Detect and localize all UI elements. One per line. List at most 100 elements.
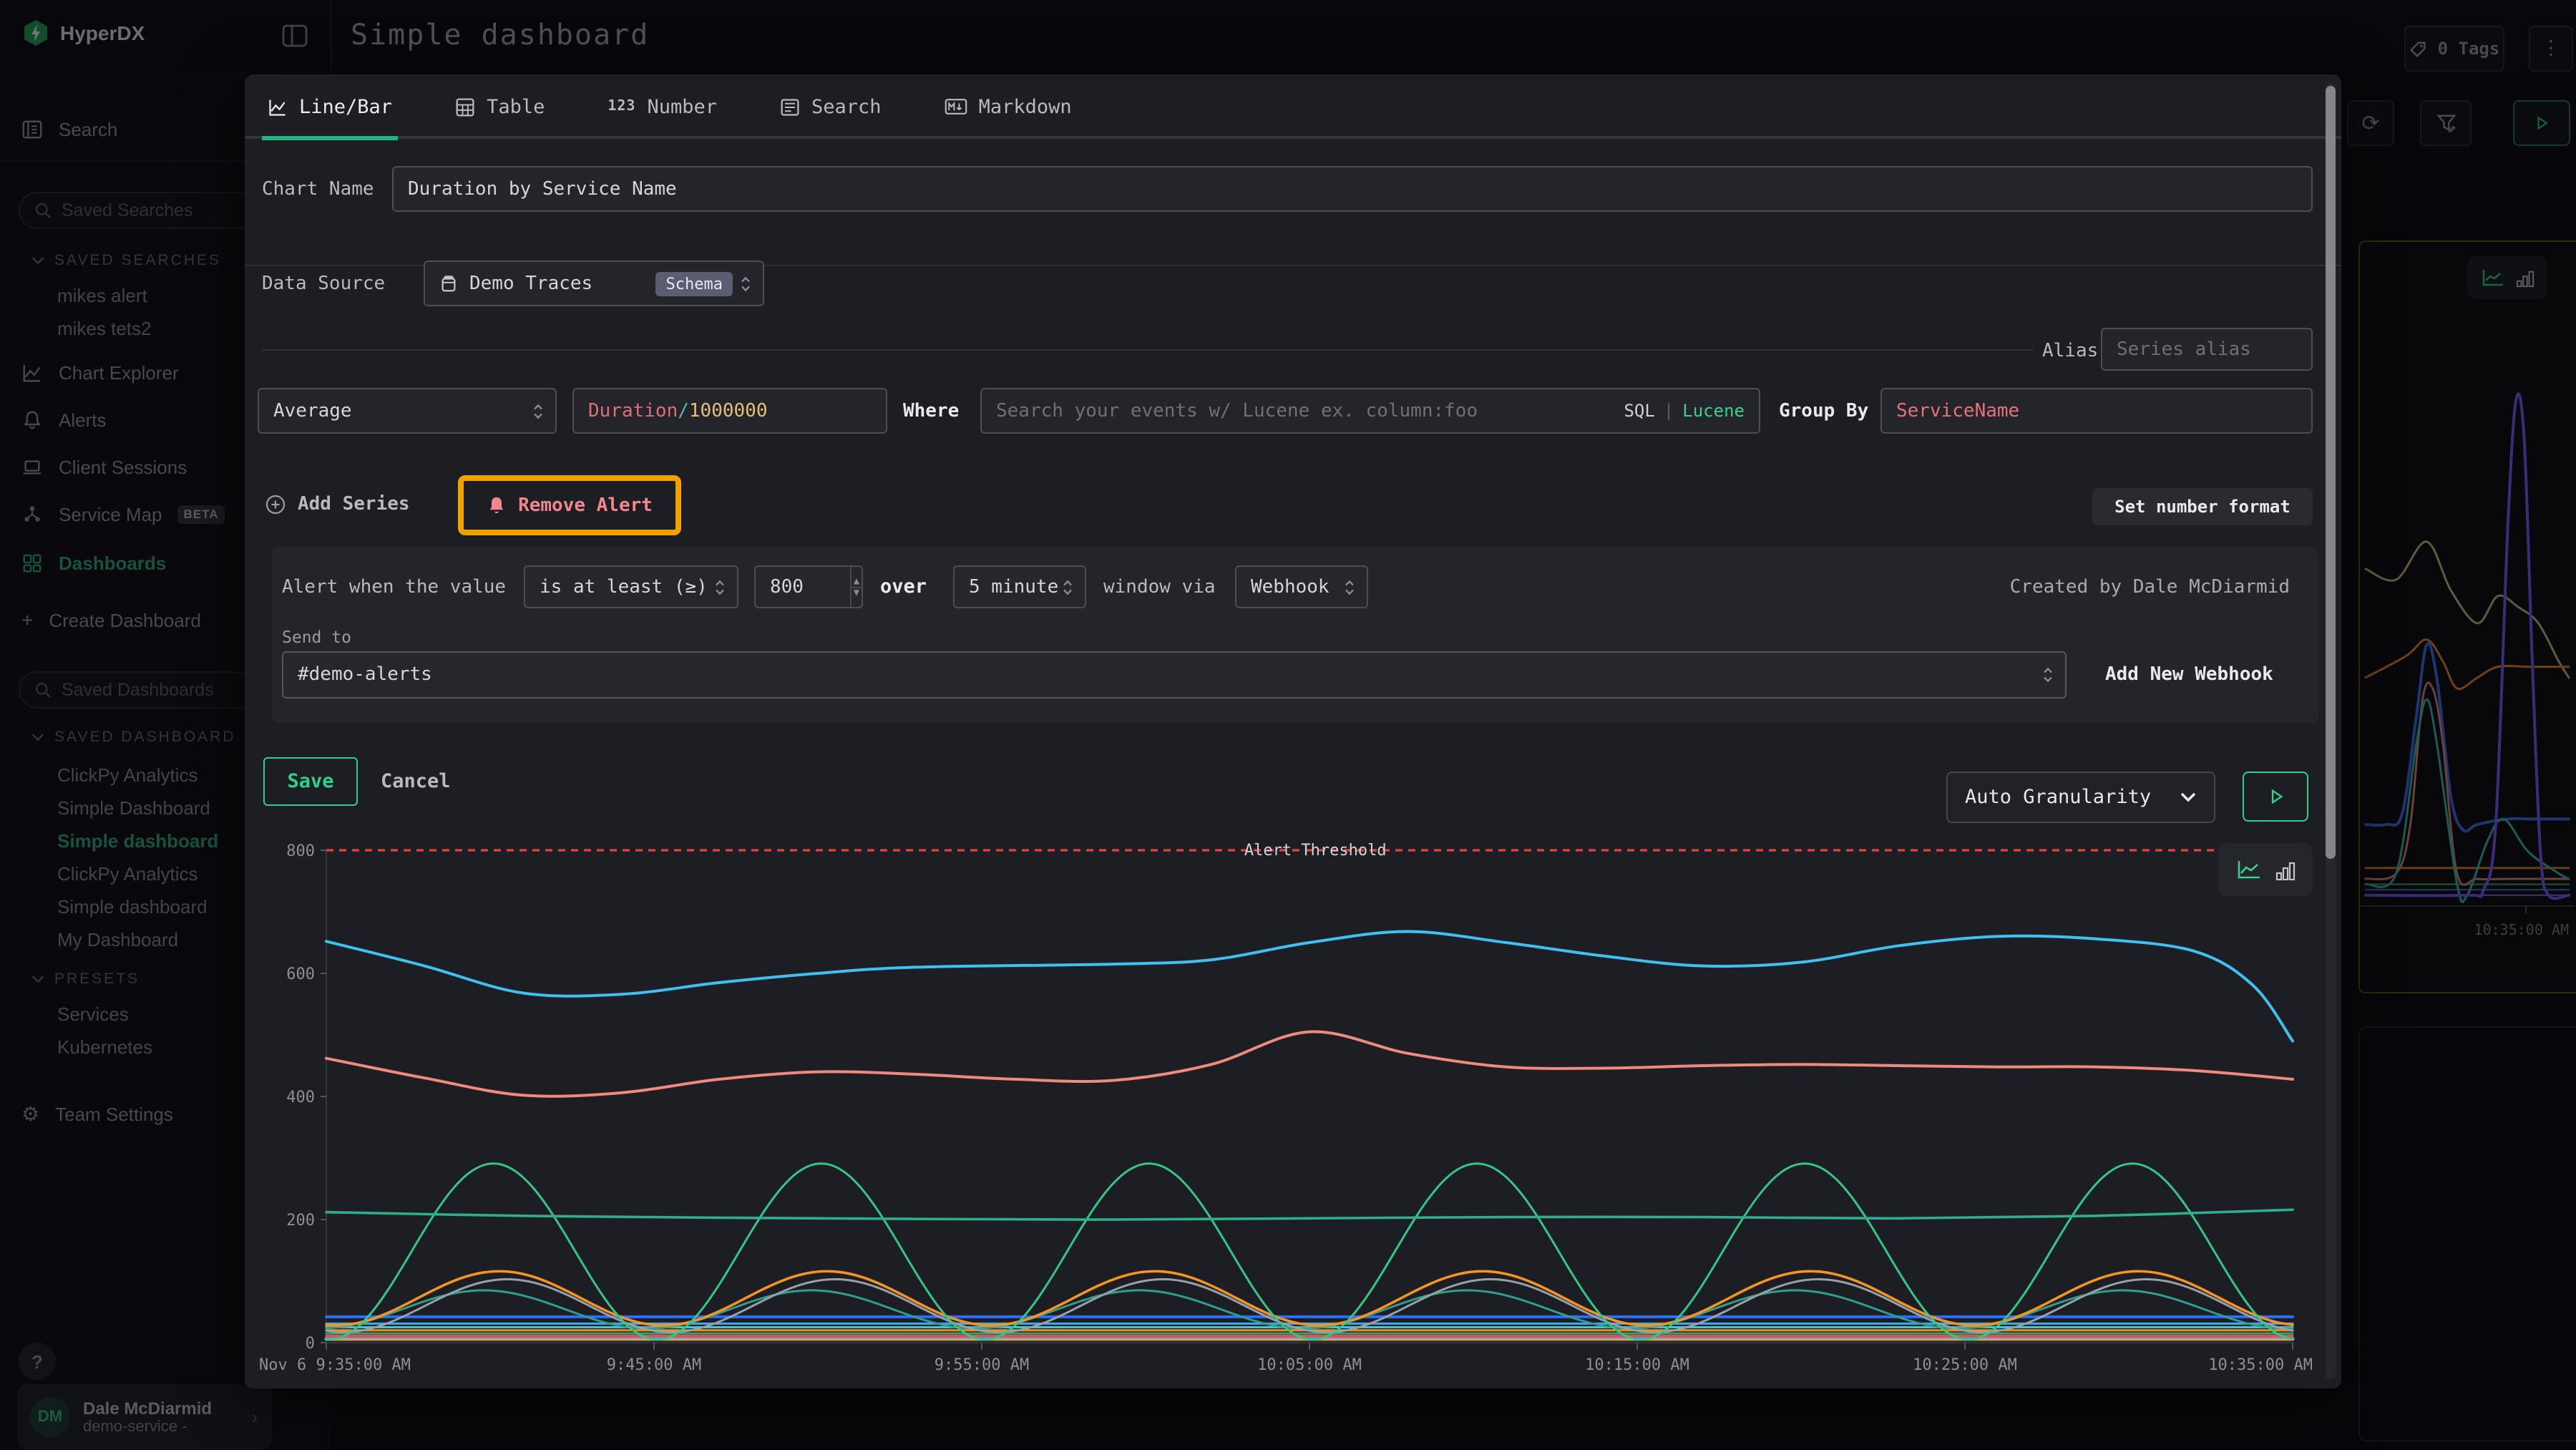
- chevron-updown-icon: [1062, 578, 1073, 596]
- chart-type-tabs: Line/Bar Table 123 Number Search Markdow…: [245, 74, 2341, 139]
- language-toggle[interactable]: SQL | Lucene: [1624, 401, 1759, 421]
- bar-chart-icon[interactable]: [2275, 860, 2295, 880]
- label: Search: [811, 95, 882, 118]
- label: Table: [487, 95, 545, 118]
- remove-alert-button[interactable]: Remove Alert: [487, 495, 653, 516]
- label: Set number format: [2114, 497, 2290, 517]
- alert-channel-select[interactable]: Webhook: [1235, 565, 1368, 608]
- svg-text:10:15:00 AM: 10:15:00 AM: [1585, 1356, 1689, 1374]
- field-expression-input[interactable]: Duration/1000000: [572, 388, 887, 434]
- webhook-value: #demo-alerts: [298, 664, 432, 686]
- group-by-value: ServiceName: [1896, 400, 2019, 422]
- channel-value: Webhook: [1251, 576, 1330, 598]
- alert-window-select[interactable]: 5 minute: [953, 565, 1086, 608]
- circle-plus-icon: [265, 494, 286, 515]
- field-slash: /: [678, 400, 689, 422]
- svg-text:9:45:00 AM: 9:45:00 AM: [607, 1356, 701, 1374]
- data-source-select[interactable]: Demo Traces Schema: [424, 261, 764, 306]
- alert-condition-select[interactable]: is at least (≥): [524, 565, 738, 608]
- send-to-label: Send to: [282, 627, 351, 647]
- database-icon: [439, 274, 458, 293]
- chevron-updown-icon: [532, 402, 544, 420]
- search-list-icon: [780, 97, 800, 117]
- where-search-input[interactable]: SQL | Lucene: [980, 388, 1760, 434]
- svg-text:400: 400: [286, 1089, 315, 1106]
- label: Remove Alert: [518, 495, 653, 516]
- svg-text:800: 800: [286, 842, 315, 860]
- svg-text:Alert Threshold: Alert Threshold: [1244, 842, 1387, 860]
- field-name: Duration: [588, 400, 678, 422]
- add-series-button[interactable]: Add Series: [265, 494, 410, 515]
- line-chart-icon[interactable]: [2236, 859, 2260, 880]
- label: Add New Webhook: [2105, 664, 2273, 686]
- window-value: 5 minute: [969, 576, 1058, 598]
- markdown-icon: [945, 97, 967, 116]
- remove-alert-highlight: Remove Alert: [458, 475, 681, 535]
- edit-chart-modal: Line/Bar Table 123 Number Search Markdow…: [245, 74, 2341, 1388]
- tab-number[interactable]: 123 Number: [602, 95, 723, 140]
- chart-name-label: Chart Name: [262, 179, 374, 200]
- chevron-updown-icon: [740, 274, 751, 293]
- webhook-select[interactable]: #demo-alerts: [282, 651, 2067, 699]
- svg-text:10:05:00 AM: 10:05:00 AM: [1257, 1356, 1362, 1374]
- tab-line-bar[interactable]: Line/Bar: [262, 95, 398, 140]
- sql-option[interactable]: SQL: [1624, 401, 1654, 421]
- svg-text:600: 600: [286, 965, 315, 983]
- chevron-down-icon[interactable]: ▼: [854, 588, 859, 598]
- chevron-up-icon[interactable]: ▲: [854, 576, 859, 586]
- svg-text:200: 200: [286, 1212, 315, 1230]
- window-via-label: window via: [1103, 577, 1216, 598]
- alias-divider: [262, 349, 2034, 351]
- aggregation-select[interactable]: Average: [258, 388, 557, 434]
- svg-text:10:35:00 AM: 10:35:00 AM: [2208, 1356, 2313, 1374]
- chart-type-toggle: [2218, 843, 2313, 896]
- alias-placeholder[interactable]: [2102, 339, 2311, 360]
- chevron-updown-icon: [1344, 578, 1355, 596]
- alias-input[interactable]: [2101, 328, 2313, 371]
- chart-name-input[interactable]: [392, 166, 2313, 212]
- where-label: Where: [903, 401, 959, 422]
- label: Line/Bar: [299, 95, 392, 118]
- modal-scrollbar-thumb[interactable]: [2326, 86, 2336, 859]
- svg-text:9:55:00 AM: 9:55:00 AM: [935, 1356, 1029, 1374]
- add-new-webhook-button[interactable]: Add New Webhook: [2105, 664, 2273, 686]
- tab-markdown[interactable]: Markdown: [939, 95, 1078, 140]
- created-by-label: Created by Dale McDiarmid: [2010, 577, 2290, 598]
- save-button[interactable]: Save: [263, 757, 358, 806]
- condition-value: is at least (≥): [540, 576, 708, 598]
- schema-badge[interactable]: Schema: [656, 271, 733, 296]
- lucene-option[interactable]: Lucene: [1682, 401, 1745, 421]
- chart-name-value[interactable]: [394, 178, 2311, 200]
- data-source-value-wrap: Demo Traces: [439, 273, 592, 294]
- group-by-input[interactable]: ServiceName: [1880, 388, 2313, 434]
- screen: HyperDX Simple dashboard 0 Tags ⋮ ⟳ Sear…: [0, 0, 2576, 1450]
- granularity-value: Auto Granularity: [1965, 786, 2151, 809]
- svg-text:10:25:00 AM: 10:25:00 AM: [1913, 1356, 2017, 1374]
- tab-search[interactable]: Search: [774, 95, 887, 140]
- label: Save: [287, 770, 333, 793]
- group-by-label: Group By: [1779, 401, 1868, 422]
- table-icon: [455, 97, 475, 117]
- run-chart-button[interactable]: [2243, 772, 2308, 822]
- over-label: over: [880, 575, 927, 598]
- label: Add Series: [298, 494, 410, 515]
- field-divisor: 1000000: [689, 400, 768, 422]
- label: Markdown: [979, 95, 1072, 118]
- alert-threshold-input[interactable]: ▲▼: [754, 565, 863, 608]
- data-source-label: Data Source: [262, 273, 385, 295]
- data-source-value: Demo Traces: [469, 273, 592, 294]
- set-number-format-button[interactable]: Set number format: [2092, 488, 2313, 525]
- granularity-select[interactable]: Auto Granularity: [1946, 772, 2215, 823]
- svg-text:Nov 6 9:35:00 AM: Nov 6 9:35:00 AM: [259, 1356, 411, 1374]
- data-source-right: Schema: [656, 271, 752, 296]
- number-stepper[interactable]: ▲▼: [850, 567, 862, 607]
- threshold-value[interactable]: [756, 576, 850, 598]
- alert-prefix-label: Alert when the value: [282, 577, 506, 598]
- where-placeholder[interactable]: [982, 400, 1624, 422]
- bell-icon: [487, 495, 507, 516]
- tab-table[interactable]: Table: [449, 95, 550, 140]
- cancel-button[interactable]: Cancel: [381, 757, 451, 806]
- label: Number: [647, 95, 717, 118]
- svg-text:0: 0: [306, 1335, 315, 1353]
- separator: |: [1664, 401, 1674, 421]
